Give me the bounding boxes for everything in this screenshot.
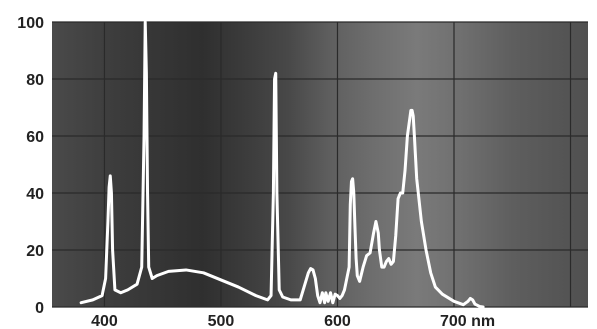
y-tick-label: 100 — [17, 15, 44, 32]
x-tick-label: 500 — [208, 313, 235, 329]
x-axis-ticks: 400 500 600 700 nm — [91, 313, 495, 329]
y-tick-label: 60 — [26, 129, 44, 146]
spectrum-series-line — [79, 20, 485, 309]
y-tick-label: 40 — [26, 186, 44, 203]
x-tick-label: 600 — [324, 313, 351, 329]
plot-background — [52, 22, 588, 307]
y-tick-label: 0 — [35, 300, 44, 317]
y-tick-label: 20 — [26, 243, 44, 260]
y-tick-label: 80 — [26, 72, 44, 89]
x-tick-label: 400 — [91, 313, 118, 329]
x-tick-label: 700 nm — [440, 313, 495, 329]
y-axis-ticks: 0 20 40 60 80 100 — [17, 15, 44, 317]
